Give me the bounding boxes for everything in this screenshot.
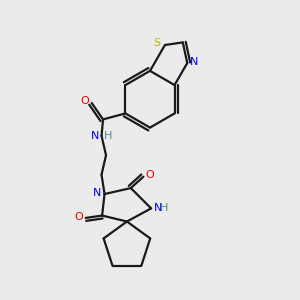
Text: H: H <box>160 203 168 213</box>
Text: N: N <box>190 57 198 67</box>
Text: O: O <box>74 212 82 222</box>
Text: N: N <box>93 188 102 198</box>
Text: H: H <box>104 131 112 141</box>
Text: O: O <box>81 96 89 106</box>
Text: N: N <box>91 131 99 141</box>
Text: S: S <box>154 38 161 48</box>
Text: O: O <box>146 170 154 180</box>
Text: N: N <box>154 203 162 213</box>
